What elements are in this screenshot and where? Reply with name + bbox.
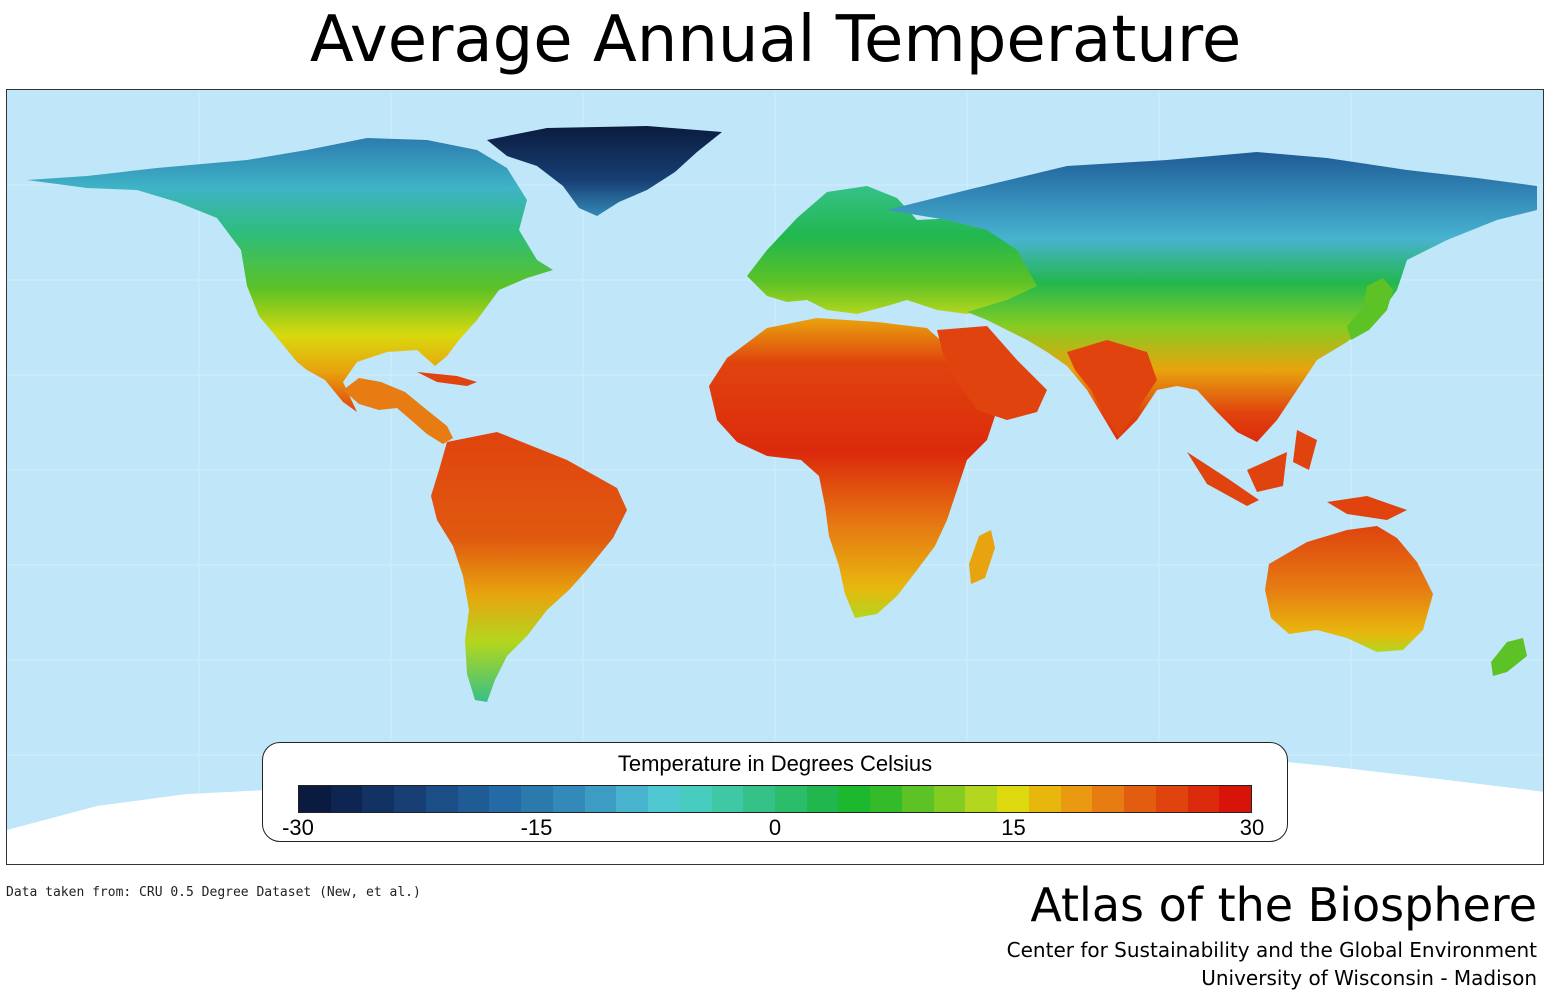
caribbean-islands	[417, 372, 477, 386]
india	[1067, 340, 1157, 438]
legend-swatch	[1060, 786, 1093, 812]
legend-tick-label: 15	[1001, 815, 1026, 840]
legend-swatch	[1092, 786, 1125, 812]
legend-swatch	[489, 786, 522, 812]
world-map-svg	[7, 90, 1543, 864]
legend-swatch	[521, 786, 553, 812]
legend-swatch	[362, 786, 395, 812]
madagascar	[969, 530, 995, 584]
legend-swatch	[552, 786, 585, 812]
south-america	[431, 432, 627, 702]
southeast-asia-islands	[1187, 430, 1407, 520]
legend-swatch	[648, 786, 680, 812]
data-source-note: Data taken from: CRU 0.5 Degree Dataset …	[6, 885, 421, 900]
legend-tick-label: 30	[1239, 815, 1265, 840]
legend-swatch	[425, 786, 458, 812]
legend-tick-label: 0	[768, 815, 782, 840]
legend-swatch	[775, 786, 807, 812]
legend-tick-label: -30	[282, 815, 314, 840]
legend-swatch	[743, 786, 776, 812]
greenland	[487, 126, 722, 216]
legend-swatch	[1028, 786, 1061, 812]
australia	[1265, 526, 1433, 652]
legend-swatch	[1124, 786, 1156, 812]
legend: Temperature in Degrees Celsius -30 -15 0…	[262, 742, 1288, 842]
legend-swatch	[1187, 786, 1220, 812]
legend-swatch	[616, 786, 649, 812]
legend-swatch	[457, 786, 490, 812]
legend-swatch	[965, 786, 998, 812]
legend-swatch	[330, 786, 363, 812]
arabian-peninsula	[937, 326, 1047, 420]
legend-swatch	[584, 786, 617, 812]
new-zealand	[1491, 638, 1527, 676]
legend-tick-label: -15	[520, 815, 553, 840]
legend-swatch	[679, 786, 712, 812]
north-america	[27, 138, 553, 412]
world-map	[6, 89, 1544, 865]
legend-swatch	[711, 786, 744, 812]
atlas-branding: Atlas of the Biosphere	[1030, 878, 1537, 932]
legend-swatch	[997, 786, 1029, 812]
university-credit: University of Wisconsin - Madison	[1201, 966, 1537, 990]
legend-swatch	[394, 786, 426, 812]
legend-swatch	[901, 786, 934, 812]
africa	[709, 318, 997, 618]
legend-swatch	[1155, 786, 1188, 812]
legend-swatch	[933, 786, 966, 812]
center-credit: Center for Sustainability and the Global…	[1006, 938, 1537, 962]
legend-color-bar	[298, 785, 1252, 813]
legend-swatch	[299, 786, 331, 812]
japan	[1347, 278, 1393, 340]
legend-swatch	[838, 786, 871, 812]
legend-title: Temperature in Degrees Celsius	[617, 751, 933, 776]
central-america	[343, 378, 453, 444]
legend-swatch	[1219, 786, 1252, 812]
legend-swatch	[806, 786, 839, 812]
asia	[887, 152, 1537, 442]
europe	[747, 186, 1047, 314]
legend-swatch	[870, 786, 902, 812]
map-title: Average Annual Temperature	[309, 3, 1242, 77]
